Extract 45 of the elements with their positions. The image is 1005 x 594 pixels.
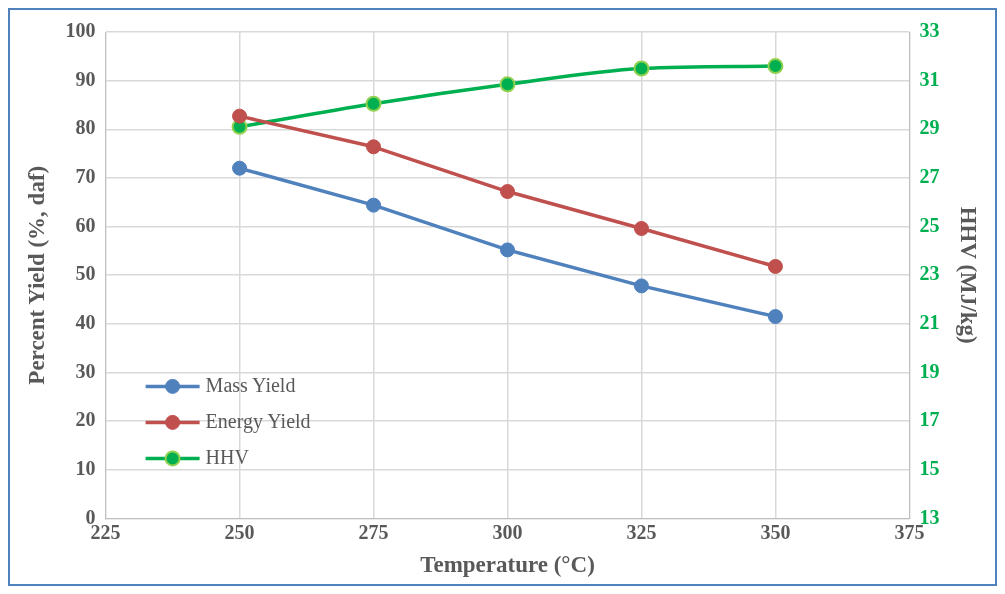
point [232,108,248,124]
y-tick-label: 40 [75,311,96,334]
point [366,139,382,155]
point [767,258,783,274]
point [500,184,515,200]
point [633,221,649,237]
y2-tick-label: 31 [919,67,940,90]
point [366,197,382,213]
y-tick-label: 80 [75,116,96,139]
point [767,309,783,325]
y2-tick-label: 17 [919,408,940,431]
y2-tick-label: 29 [919,116,940,139]
point [767,58,784,75]
x-axis-title: Temperature (°C) [420,552,595,578]
x-tick-label: 350 [760,520,791,543]
point [633,278,649,294]
point [499,76,516,93]
point [500,242,515,258]
y-tick-label: 10 [75,456,96,479]
y-tick-label: 30 [75,359,96,382]
y-axis-title: Percent Yield (%, daf) [23,165,49,385]
y-tick-label: 90 [75,67,96,90]
x-tick-label: 300 [492,520,523,543]
y2-tick-label: 25 [919,213,940,236]
point [232,160,248,176]
y2-axis-title: HHV (MJ/kg) [956,206,982,344]
y2-tick-label: 15 [919,456,940,479]
y-tick-label: 20 [75,408,96,431]
x-tick-label: 325 [626,520,657,543]
y-tick-label: 50 [75,262,96,285]
x-tick-label: 250 [224,520,255,543]
y-tick-label: 100 [65,19,96,42]
y2-tick-label: 23 [919,262,940,285]
y2-tick-label: 27 [919,165,940,188]
y2-tick-label: 33 [919,19,940,42]
x-tick-label: 275 [358,520,389,543]
legend-label: HHV [205,445,250,468]
legend-label: Mass Yield [205,373,296,396]
point [365,95,382,112]
y2-tick-label: 21 [919,311,940,334]
legend-label: Energy Yield [205,409,311,433]
point [633,60,650,77]
y-tick-label: 60 [75,213,96,236]
y2-tick-label: 19 [919,359,940,382]
y-tick-label: 70 [75,165,96,188]
